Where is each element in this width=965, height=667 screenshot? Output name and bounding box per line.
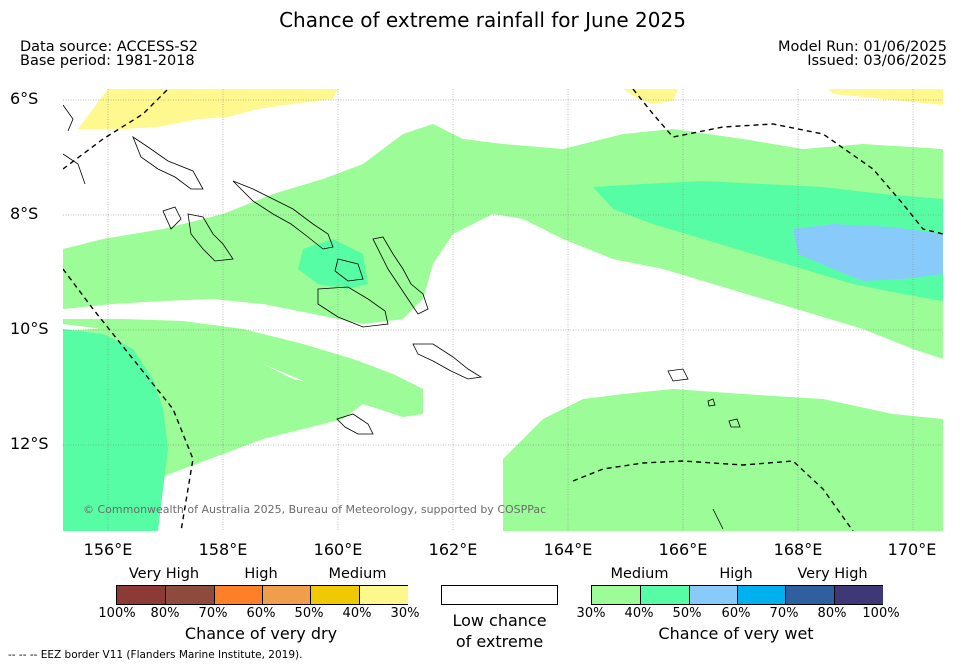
coastline: [63, 104, 741, 530]
wet-tick-40: 40%: [624, 606, 654, 621]
model-run: Model Run: 01/06/2025: [777, 39, 947, 55]
wet-tick-100: 100%: [862, 606, 900, 621]
dry-tick-50: 50%: [294, 606, 324, 621]
issued-date: Issued: 03/06/2025: [807, 53, 947, 69]
low-chance-line2: of extreme: [455, 632, 544, 651]
dry-tick-40: 40%: [342, 606, 372, 621]
dry-header-very-high: Very High: [128, 566, 200, 582]
lon-label-158e: 158°E: [198, 540, 248, 559]
dry-swatch-2: [213, 586, 263, 604]
wet-swatch-3: [737, 586, 787, 604]
low-chance-line1: Low chance: [452, 611, 547, 630]
lon-label-162e: 162°E: [428, 540, 478, 559]
lat-label-12s: 12°S: [10, 434, 49, 453]
dry-swatch-0: [117, 586, 166, 604]
graticule: [63, 89, 943, 531]
dry-tick-70: 70%: [198, 606, 228, 621]
dry-colorbar: [116, 585, 408, 605]
wet-swatch-4: [785, 586, 835, 604]
lat-label-8s: 8°S: [10, 204, 39, 223]
dry-tick-80: 80%: [150, 606, 180, 621]
page-title: Chance of extreme rainfall for June 2025: [279, 8, 686, 32]
lon-label-170e: 170°E: [887, 540, 937, 559]
data-source-block: Data source: ACCESS-S2 Base period: 1981…: [20, 39, 199, 69]
lat-label-10s: 10°S: [10, 319, 49, 338]
lon-label-168e: 168°E: [773, 540, 823, 559]
dry-tick-30: 30%: [390, 606, 420, 621]
wet-tick-50: 50%: [672, 606, 702, 621]
dry-legend-title: Chance of very dry: [184, 624, 338, 643]
dry-header-medium: Medium: [328, 566, 387, 582]
wet-legend-title: Chance of very wet: [658, 624, 814, 643]
wet-high-region: [793, 224, 943, 281]
wet-tick-30: 30%: [576, 606, 606, 621]
wet-header-very-high: Very High: [797, 566, 868, 582]
dry-swatch-3: [262, 586, 312, 604]
dry-swatch-4: [310, 586, 360, 604]
lon-label-166e: 166°E: [658, 540, 708, 559]
wet-swatch-5: [833, 586, 883, 604]
wet-header-medium: Medium: [610, 566, 669, 582]
dry-header-high: High: [244, 566, 278, 582]
lon-label-164e: 164°E: [543, 540, 593, 559]
dry-swatch-1: [165, 586, 215, 604]
wet-tick-70: 70%: [769, 606, 799, 621]
wet-tick-80: 80%: [817, 606, 847, 621]
dry-tick-60: 60%: [246, 606, 276, 621]
lon-label-160e: 160°E: [313, 540, 363, 559]
dry-medium-region: [78, 89, 943, 129]
wet-colorbar: [591, 585, 883, 605]
wet-tick-60: 60%: [721, 606, 751, 621]
copyright-notice: © Commonwealth of Australia 2025, Bureau…: [83, 503, 547, 516]
eez-footnote: -- -- -- EEZ border V11 (Flanders Marine…: [8, 649, 303, 661]
data-source: Data source: ACCESS-S2: [20, 39, 199, 55]
eez-border: [63, 89, 943, 531]
wet-swatch-2: [688, 586, 738, 604]
lon-label-156e: 156°E: [83, 540, 133, 559]
low-chance-label: Low chance of extreme: [431, 610, 568, 652]
low-chance-swatch: [441, 585, 558, 605]
wet-swatch-1: [640, 586, 690, 604]
dry-tick-100: 100%: [98, 606, 136, 621]
dry-swatch-5: [358, 586, 408, 604]
rainfall-map: [63, 89, 943, 531]
model-run-block: Model Run: 01/06/2025 Issued: 03/06/2025: [777, 39, 947, 69]
wet-swatch-0: [592, 586, 641, 604]
lat-label-6s: 6°S: [10, 89, 39, 108]
wet-header-high: High: [719, 566, 753, 582]
base-period: Base period: 1981-2018: [20, 53, 195, 69]
